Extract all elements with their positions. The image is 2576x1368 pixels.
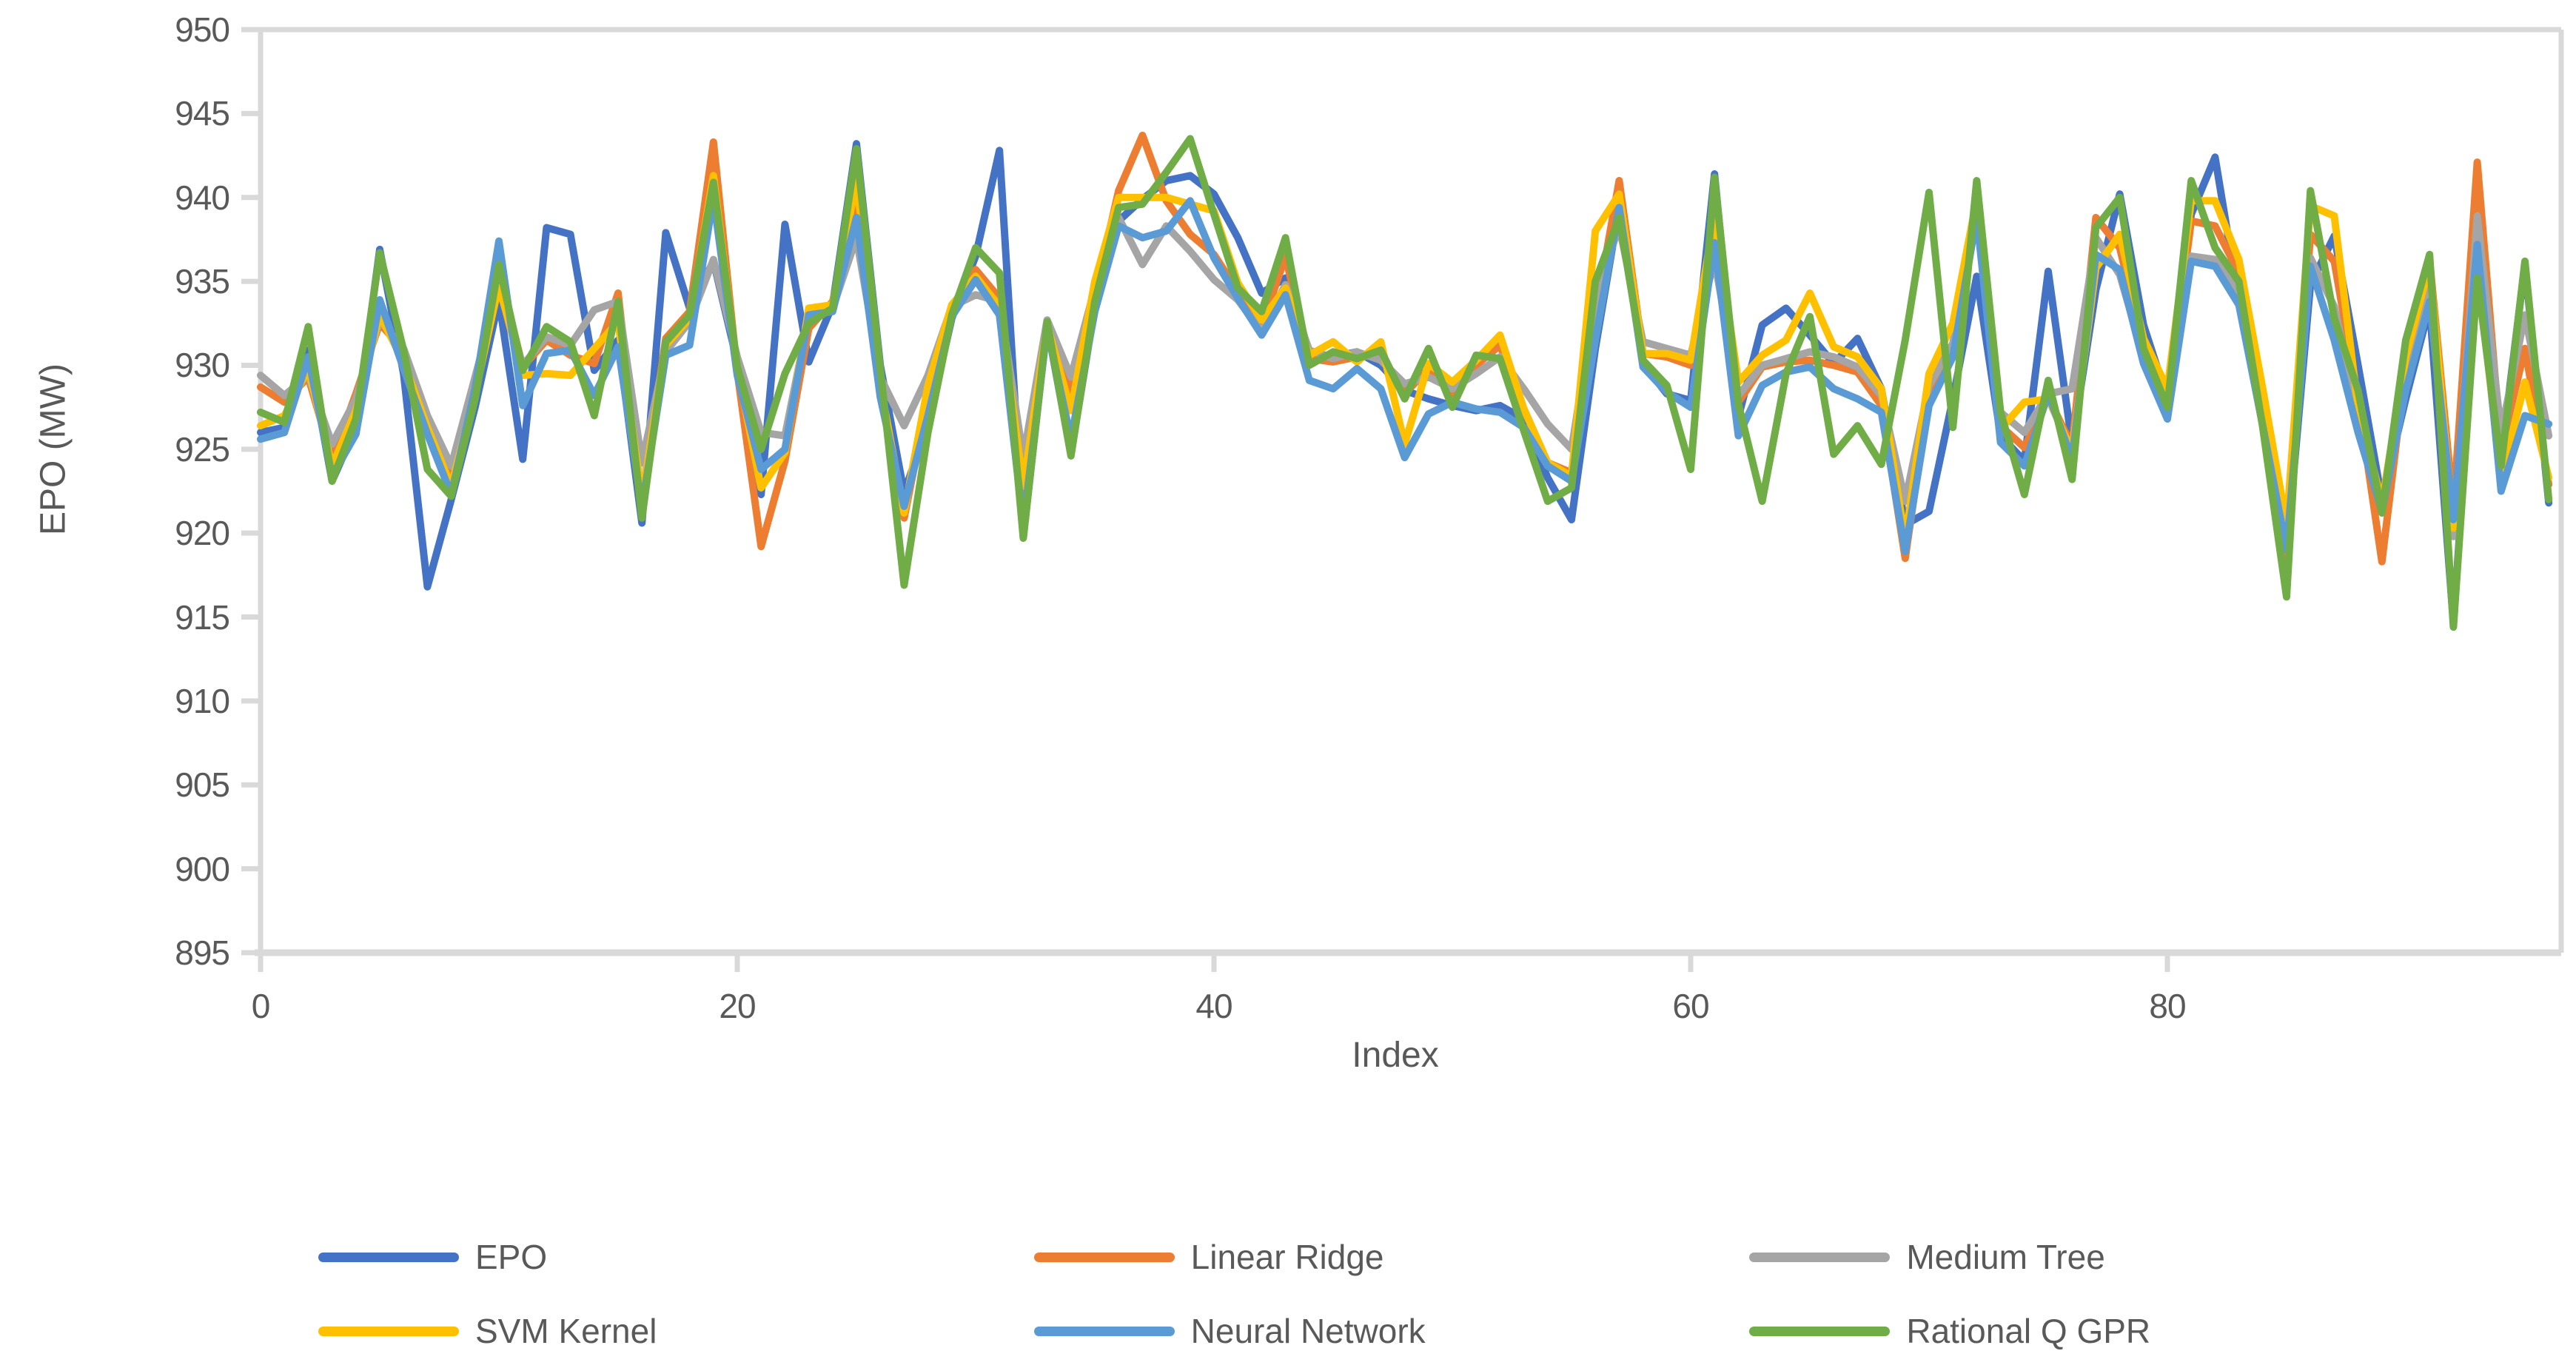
legend-label: Medium Tree — [1906, 1238, 2105, 1276]
y-tick-label: 945 — [175, 94, 230, 133]
y-tick-label: 920 — [175, 514, 230, 553]
series-line-rational-q-gpr — [257, 135, 2553, 631]
y-tick-label: 895 — [175, 933, 230, 972]
legend-swatch — [1749, 1252, 1891, 1262]
legend-swatch — [1033, 1326, 1175, 1336]
legend-row: EPO Linear Ridge Medium Tree — [318, 1220, 2465, 1294]
legend-label: Linear Ridge — [1190, 1238, 1384, 1276]
legend-label: Neural Network — [1190, 1312, 1426, 1350]
y-tick-label: 925 — [175, 429, 230, 469]
y-tick-label: 935 — [175, 262, 230, 301]
legend-item-linear-ridge[interactable]: Linear Ridge — [1033, 1237, 1750, 1277]
y-tick-label: 910 — [175, 681, 230, 720]
legend-item-svm-kernel[interactable]: SVM Kernel — [318, 1311, 1034, 1351]
y-tick-label: 940 — [175, 178, 230, 217]
x-tick-label: 40 — [1195, 987, 1232, 1025]
x-tick-label: 60 — [1672, 987, 1709, 1025]
legend-label: EPO — [475, 1238, 548, 1276]
chart-legend: EPO Linear Ridge Medium Tree SVM Kernel Neur… — [318, 1220, 2465, 1368]
x-axis-title: Index — [1352, 1036, 1439, 1075]
x-tick-label: 0 — [251, 987, 271, 1025]
y-tick-label: 900 — [175, 849, 230, 888]
y-axis-title: EPO (MW) — [33, 363, 73, 535]
legend-item-neural-network[interactable]: Neural Network — [1033, 1311, 1750, 1351]
legend-label: SVM Kernel — [475, 1312, 657, 1350]
legend-item-medium-tree[interactable]: Medium Tree — [1749, 1237, 2465, 1277]
legend-swatch — [318, 1252, 459, 1262]
y-tick-label: 950 — [175, 10, 230, 49]
y-tick-label: 915 — [175, 597, 230, 637]
legend-swatch — [1033, 1252, 1175, 1262]
y-tick-label: 930 — [175, 346, 230, 385]
x-tick-label: 80 — [2149, 987, 2186, 1025]
x-tick-label: 20 — [719, 987, 756, 1025]
legend-row: SVM Kernel Neural Network Rational Q GPR — [318, 1294, 2465, 1368]
legend-label: Rational Q GPR — [1906, 1312, 2151, 1350]
legend-item-epo[interactable]: EPO — [318, 1237, 1034, 1277]
legend-item-rational-q-gpr[interactable]: Rational Q GPR — [1749, 1311, 2465, 1351]
y-tick-label: 905 — [175, 765, 230, 805]
legend-swatch — [1749, 1326, 1891, 1336]
legend-swatch — [318, 1326, 459, 1336]
